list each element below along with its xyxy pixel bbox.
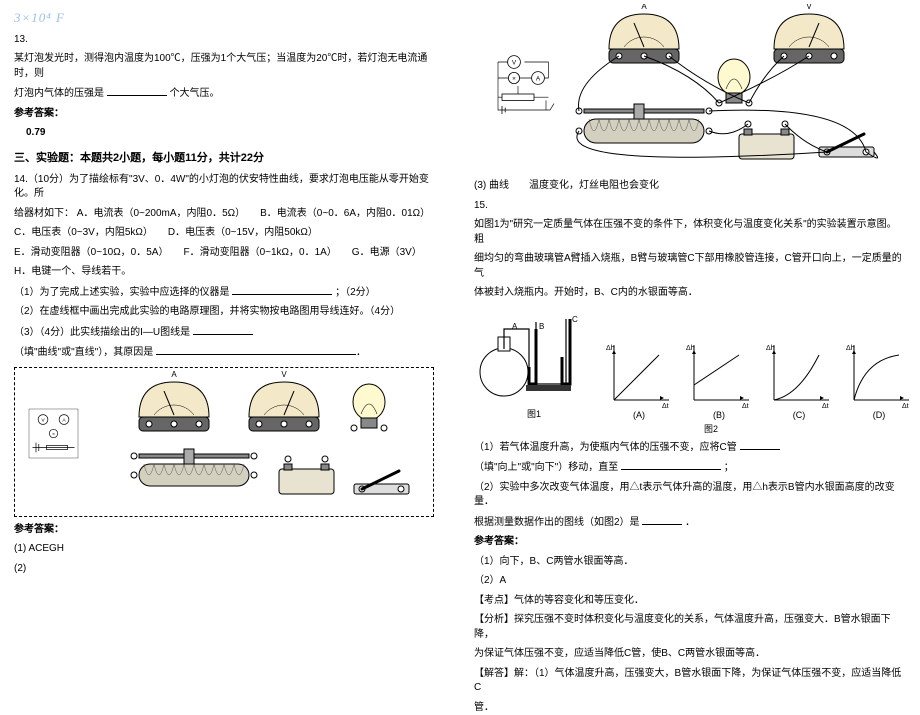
- q13-number: 13.: [14, 33, 446, 48]
- graph-b-label: (B): [684, 410, 754, 420]
- q14-part3b: （填"曲线"或"直线"），其原因是 ．: [14, 345, 446, 361]
- q13-answer: 0.79: [14, 126, 446, 141]
- q14-part3: （3）（4分）此实线描绘出的I—U图线是: [14, 325, 446, 341]
- ref-answer-label-1: 参考答案：: [14, 107, 446, 122]
- graph-d-label: (D): [844, 410, 914, 420]
- jieda-text1: 解：（1）气体温度升高，压强变大，B管水银面下降，为保证气体压强不变，应适当降低…: [474, 668, 901, 694]
- q14-e: E．滑动变阻器（0~10Ω，0．5A） F．滑动变阻器（0~1kΩ，0．1A） …: [14, 246, 446, 261]
- kaodian: 【考点】气体的等容变化和等压变化．: [474, 594, 906, 609]
- q15-part2b: 根据测量数据作出的图线（如图2）是 ．: [474, 515, 906, 531]
- q15-line2: 细均匀的弯曲玻璃管A臂插入烧瓶，B臂与玻璃管C下部用橡胶管连接，C管开口向上，一…: [474, 252, 906, 281]
- q15-part1b: （填"向上"或"向下"）移动，直至 ；: [474, 460, 906, 476]
- graph-a: Δh Δt (A): [604, 340, 674, 420]
- q15-part2a: （2）实验中多次改变气体温度，用△t表示气体升高的温度，用△h表示B管内水银面高…: [474, 481, 906, 510]
- jieda-1: 【解答】解：（1）气体温度升高，压强变大，B管水银面下降，为保证气体压强不变，应…: [474, 667, 906, 696]
- section-3-title: 三、实验题：本题共2小题，每小题11分，共计22分: [14, 149, 446, 165]
- svg-text:×: ×: [512, 75, 516, 82]
- fenxi-text1: 探究压强不变时体积变化与温度变化的关系，气体温度升高，压强变大．B管水银面下降，: [474, 614, 891, 640]
- svg-text:C: C: [572, 315, 578, 324]
- q15-1a: （1）若气体温度升高，为使瓶内气体的压强不变，应将C管: [474, 442, 737, 453]
- svg-text:A: A: [641, 4, 647, 11]
- svg-text:V: V: [281, 370, 287, 379]
- q15-2c: ．: [685, 517, 695, 528]
- flask-apparatus: A B C 图1: [474, 307, 594, 420]
- svg-text:B: B: [539, 322, 544, 331]
- svg-text:A: A: [171, 370, 177, 379]
- ref-answer-label-2: 参考答案：: [14, 523, 446, 538]
- jieda-2: 管．: [474, 701, 906, 715]
- q15-ans1: （1）向下，B、C两管水银面等高．: [474, 555, 906, 570]
- svg-text:A: A: [512, 322, 518, 331]
- fenxi-1: 【分析】探究压强不变时体积变化与温度变化的关系，气体温度升高，压强变大．B管水银…: [474, 613, 906, 642]
- svg-text:A: A: [536, 75, 541, 82]
- q13-line1: 某灯泡发光时，测得泡内温度为100℃，压强为1个大气压；当温度为20℃时，若灯泡…: [14, 52, 446, 81]
- ref-answer-label-3: 参考答案：: [474, 535, 906, 550]
- q14-part1: （1）为了完成上述实验，实验中应选择的仪器是 ；（2分）: [14, 285, 446, 301]
- q14-given: 给器材如下： A．电流表（0~200mA，内阻0．5Ω） B．电流表（0~0．6…: [14, 207, 446, 222]
- svg-text:A: A: [62, 418, 66, 424]
- q14-1-blank: [232, 285, 332, 295]
- right-column: A V: [460, 0, 920, 651]
- q14-1b: ；（2分）: [335, 287, 376, 298]
- q14-3-answer: (3) 曲线 温度变化，灯丝电阻也会变化: [474, 179, 906, 194]
- q14-h: H．电键一个、导线若干。: [14, 265, 446, 280]
- graph-d: Δh Δt (D): [844, 340, 914, 420]
- svg-text:Δt: Δt: [662, 403, 669, 410]
- q15-part1: （1）若气体温度升高，为使瓶内气体的压强不变，应将C管: [474, 440, 906, 456]
- q15-2-blank: [642, 515, 682, 525]
- ans-1: (1) ACEGH: [14, 542, 446, 557]
- q14-3b: （填"曲线"或"直线"），其原因是: [14, 347, 153, 358]
- circuit-dashed-box: V A × A: [14, 367, 434, 517]
- fenxi-2: 为保证气体压强不变，应适当降低C管，使B、C两管水银面等高．: [474, 647, 906, 662]
- kaodian-label: 【考点】: [474, 595, 514, 606]
- q13-line2: 灯泡内气体的压强是 个大气压。: [14, 86, 446, 102]
- svg-text:V: V: [806, 4, 812, 11]
- jieda-label: 【解答】: [474, 668, 514, 679]
- svg-text:Δh: Δh: [766, 345, 775, 352]
- svg-text:Δh: Δh: [606, 345, 615, 352]
- graph-c: Δh Δt (C): [764, 340, 834, 420]
- q15-ans2: （2）A: [474, 574, 906, 589]
- apparatus-svg-right: A V: [474, 4, 904, 174]
- q13-text3: 个大气压。: [170, 88, 220, 99]
- q15-2b: 根据测量数据作出的图线（如图2）是: [474, 517, 640, 528]
- q15-diagrams: A B C 图1 Δh Δt (A) Δh Δt: [474, 307, 906, 420]
- q15-line1: 如图1为"研究一定质量气体在压强不变的条件下，体积变化与温度变化关系"的实验装置…: [474, 218, 906, 247]
- kaodian-text: 气体的等容变化和等压变化．: [514, 595, 644, 606]
- graph-b: Δh Δt (B): [684, 340, 754, 420]
- q14-3a: （3）（4分）此实线描绘出的I—U图线是: [14, 327, 190, 338]
- left-column: 3×10⁴ F 13. 某灯泡发光时，测得泡内温度为100℃，压强为1个大气压；…: [0, 0, 460, 651]
- q15-line3: 体被封入烧瓶内。开始时，B、C内的水银面等高．: [474, 286, 906, 301]
- graph-a-label: (A): [604, 410, 674, 420]
- q14-part2: （2）在虚线框中画出完成此实验的电路原理图，并将实物按电路图用导线连好。（4分）: [14, 305, 446, 320]
- apparatus-svg-left: V A × A: [19, 369, 429, 514]
- svg-text:Δt: Δt: [742, 403, 749, 410]
- q14-1a: （1）为了完成上述实验，实验中应选择的仪器是: [14, 287, 230, 298]
- q15-1-blank1: [740, 440, 780, 450]
- q13-text2: 灯泡内气体的压强是: [14, 88, 104, 99]
- svg-text:Δh: Δh: [846, 345, 855, 352]
- ans-2: (2): [14, 562, 446, 577]
- fig1-label: 图1: [474, 407, 594, 420]
- svg-text:V: V: [41, 418, 45, 424]
- q13-blank: [107, 86, 167, 96]
- q15-number: 15.: [474, 199, 906, 214]
- q15-1-blank2: [621, 460, 721, 470]
- svg-text:×: ×: [52, 432, 55, 438]
- q14-3-blank2: [156, 345, 356, 355]
- fig2-label: 图2: [704, 422, 906, 435]
- handwritten-formula: 3×10⁴ F: [14, 9, 446, 28]
- svg-text:Δt: Δt: [822, 403, 829, 410]
- svg-text:Δt: Δt: [902, 403, 909, 410]
- q15-1b: （填"向上"或"向下"）移动，直至: [474, 462, 618, 473]
- q14-3-blank1: [193, 325, 253, 335]
- q14-c: C．电压表（0~3V，内阻5kΩ） D．电压表（0~15V，内阻50kΩ）: [14, 226, 446, 241]
- graph-c-label: (C): [764, 410, 834, 420]
- svg-text:V: V: [512, 59, 517, 66]
- connected-circuit: A V: [474, 4, 904, 174]
- q14-intro: 14.（10分）为了描绘标有"3V、0．4W"的小灯泡的伏安特性曲线，要求灯泡电…: [14, 173, 446, 202]
- q15-1c: ；: [724, 462, 734, 473]
- fenxi-label: 【分析】: [474, 614, 514, 625]
- svg-text:Δh: Δh: [686, 345, 695, 352]
